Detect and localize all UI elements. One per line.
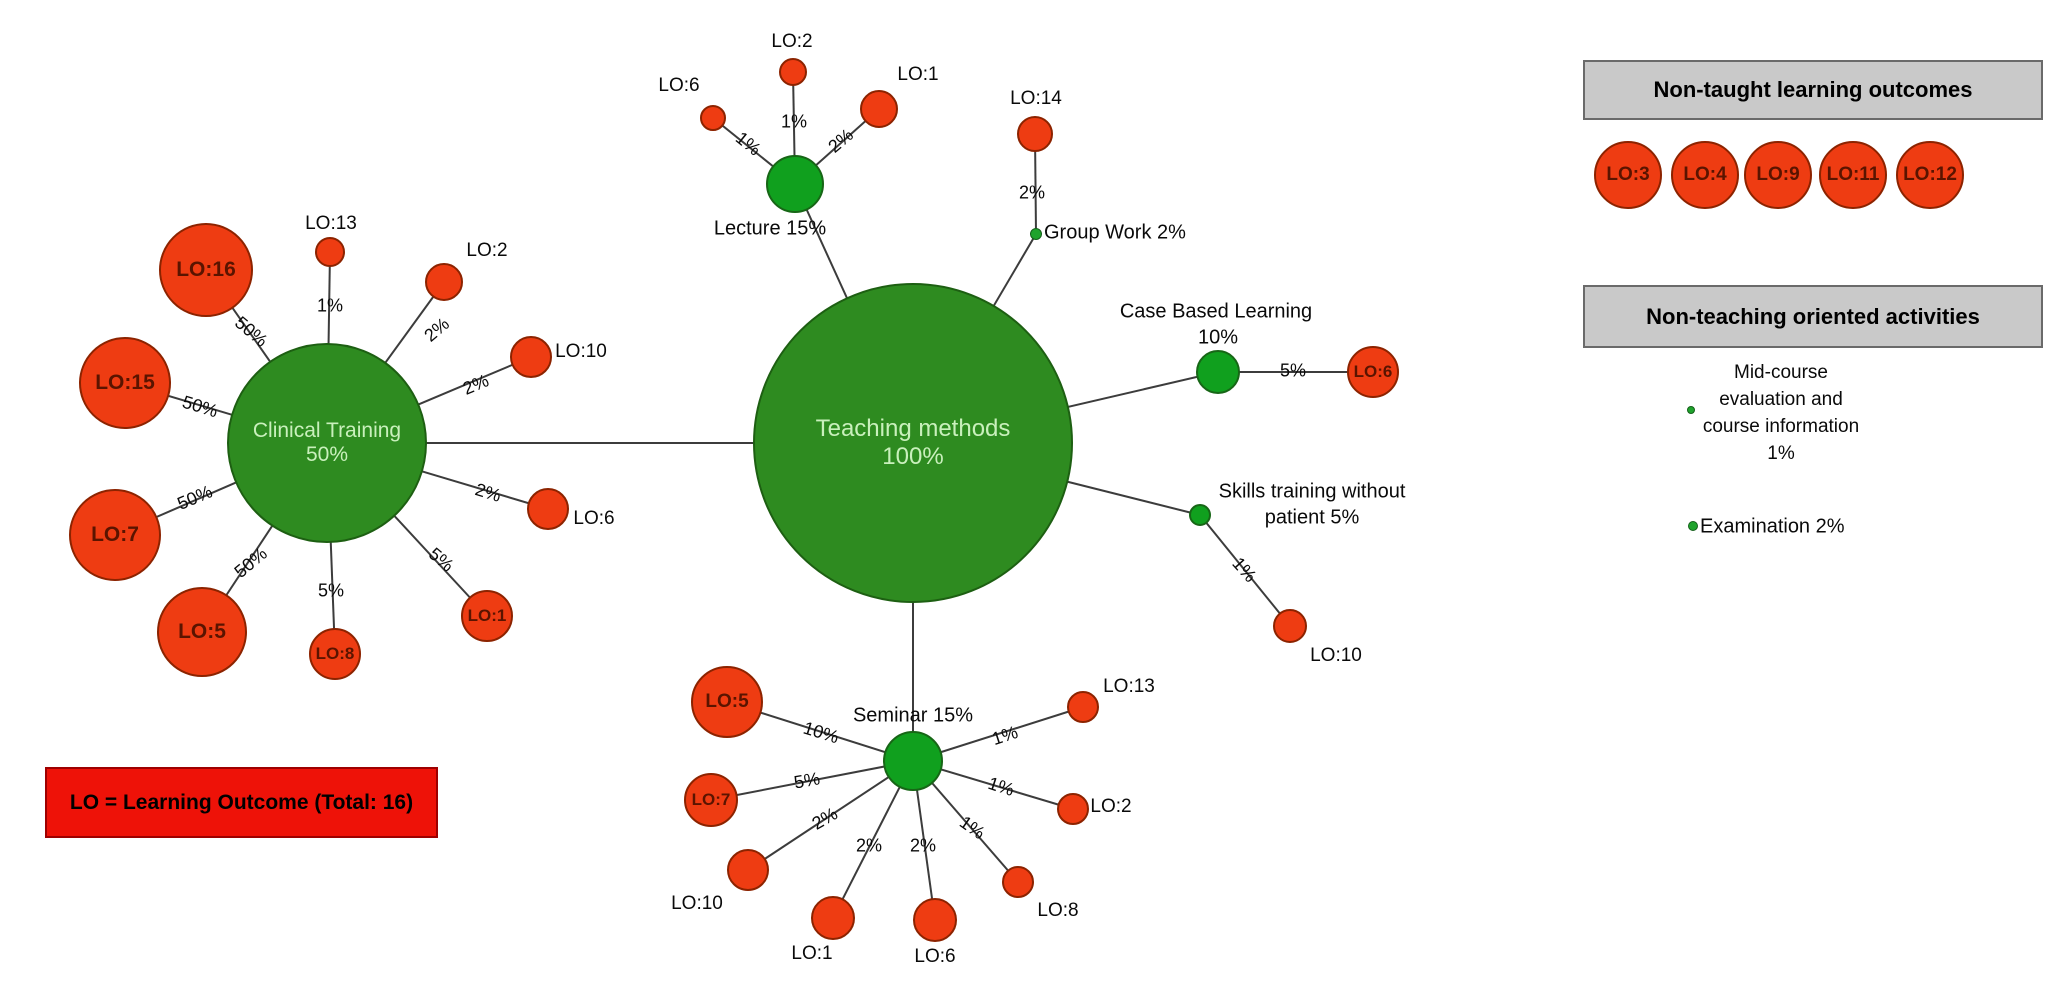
clinical-lo16-circle: LO:16: [159, 223, 253, 317]
lecture-lo2-name: LO:2: [771, 31, 813, 52]
panel-lo3-label: LO:3: [1606, 164, 1650, 185]
seminar-lo6-pct: 2%: [909, 835, 937, 856]
seminar-lo5-label: LO:5: [705, 691, 749, 712]
clinical-lo5-circle: LO:5: [157, 587, 247, 677]
seminar-lo10-circle: [727, 849, 769, 891]
seminar-lo2-circle: [1057, 793, 1089, 825]
clinical-lo8-label: LO:8: [315, 644, 355, 663]
clinical-lo10-name: LO:10: [555, 341, 607, 362]
panel-lo12-label: LO:12: [1903, 164, 1957, 185]
panel-lo3-circle: LO:3: [1594, 141, 1662, 209]
clinical-lo1-label: LO:1: [467, 606, 507, 625]
seminar-lo13-circle: [1067, 691, 1099, 723]
skills-node: [1189, 504, 1211, 526]
lecture-lo2-pct: 1%: [780, 111, 808, 132]
seminar-lo1-pct: 2%: [855, 835, 883, 856]
seminar-lo1-name: LO:1: [791, 943, 833, 964]
seminar-lo6-circle: [913, 898, 957, 942]
case-based-label-line1: Case Based Learning: [1119, 300, 1313, 323]
group-lo14-name: LO:14: [1010, 88, 1062, 109]
case-lo6-label: LO:6: [1353, 362, 1393, 381]
clinical-lo15-label: LO:15: [95, 371, 155, 394]
clinical-lo2-name: LO:2: [466, 240, 508, 261]
clinical-lo7-label: LO:7: [91, 523, 139, 546]
seminar-lo7-pct: 5%: [792, 768, 822, 793]
teaching-methods-node: Teaching methods 100%: [753, 283, 1073, 603]
clinical-lo5-label: LO:5: [178, 620, 226, 643]
seminar-lo7-label: LO:7: [691, 790, 731, 809]
skills-lo10-name: LO:10: [1310, 645, 1362, 666]
seminar-lo8-name: LO:8: [1037, 900, 1079, 921]
non-taught-header: Non-taught learning outcomes: [1583, 60, 2043, 120]
skills-label-line2: patient 5%: [1264, 506, 1360, 529]
seminar-lo5-circle: LO:5: [691, 666, 763, 738]
clinical-lo13-pct: 1%: [316, 295, 344, 316]
clinical-lo15-circle: LO:15: [79, 337, 171, 429]
seminar-lo10-name: LO:10: [671, 893, 723, 914]
mid-course-dot: [1687, 406, 1695, 414]
mid-course-label: Mid-course evaluation and course informa…: [1702, 362, 1860, 464]
clinical-lo8-pct: 5%: [317, 580, 345, 601]
clinical-lo16-label: LO:16: [176, 258, 236, 281]
panel-lo9-label: LO:9: [1756, 164, 1800, 185]
lecture-lo6-circle: [700, 105, 726, 131]
non-teaching-header: Non-teaching oriented activities: [1583, 285, 2043, 348]
group-work-label: Group Work 2%: [1044, 221, 1186, 244]
seminar-label: Seminar 15%: [852, 704, 974, 727]
panel-lo12-circle: LO:12: [1896, 141, 1964, 209]
examination-label: Examination 2%: [1700, 515, 1845, 538]
clinical-lo7-circle: LO:7: [69, 489, 161, 581]
case-lo6-pct: 5%: [1279, 360, 1307, 381]
panel-lo11-label: LO:11: [1826, 164, 1880, 185]
panel-lo11-circle: LO:11: [1819, 141, 1887, 209]
clinical-lo2-circle: [425, 263, 463, 301]
clinical-lo8-circle: LO:8: [309, 628, 361, 680]
legend-box: LO = Learning Outcome (Total: 16): [45, 767, 438, 838]
clinical-lo13-circle: [315, 237, 345, 267]
lecture-node: [766, 155, 824, 213]
non-teaching-title: Non-teaching oriented activities: [1646, 303, 1980, 329]
case-based-node: [1196, 350, 1240, 394]
seminar-lo7-circle: LO:7: [684, 773, 738, 827]
case-lo6-circle: LO:6: [1347, 346, 1399, 398]
clinical-training-node: Clinical Training 50%: [227, 343, 427, 543]
seminar-lo6-name: LO:6: [914, 946, 956, 967]
group-work-node: [1030, 228, 1042, 240]
group-lo14-circle: [1017, 116, 1053, 152]
case-based-label-line2: 10%: [1197, 326, 1239, 349]
lecture-lo1-circle: [860, 90, 898, 128]
examination-dot: [1688, 521, 1698, 531]
lecture-lo1-name: LO:1: [897, 64, 939, 85]
seminar-lo1-circle: [811, 896, 855, 940]
lecture-lo2-circle: [779, 58, 807, 86]
clinical-lo10-circle: [510, 336, 552, 378]
clinical-training-label: Clinical Training 50%: [252, 419, 402, 466]
non-taught-title: Non-taught learning outcomes: [1653, 77, 1973, 102]
seminar-node: [883, 731, 943, 791]
panel-lo4-circle: LO:4: [1671, 141, 1739, 209]
group-lo14-pct: 2%: [1018, 182, 1046, 203]
seminar-lo8-circle: [1002, 866, 1034, 898]
seminar-lo13-name: LO:13: [1103, 676, 1155, 697]
skills-label-line1: Skills training without: [1218, 480, 1406, 503]
legend-box-label: LO = Learning Outcome (Total: 16): [69, 790, 414, 814]
clinical-lo6-circle: [527, 488, 569, 530]
teaching-methods-label: Teaching methods 100%: [815, 415, 1011, 470]
seminar-lo2-name: LO:2: [1090, 796, 1132, 817]
lecture-lo6-name: LO:6: [658, 75, 700, 96]
skills-lo10-circle: [1273, 609, 1307, 643]
clinical-lo6-name: LO:6: [573, 508, 615, 529]
panel-lo9-circle: LO:9: [1744, 141, 1812, 209]
clinical-lo13-name: LO:13: [305, 213, 357, 234]
panel-lo4-label: LO:4: [1683, 164, 1727, 185]
lecture-label: Lecture 15%: [713, 217, 827, 240]
clinical-lo1-circle: LO:1: [461, 590, 513, 642]
